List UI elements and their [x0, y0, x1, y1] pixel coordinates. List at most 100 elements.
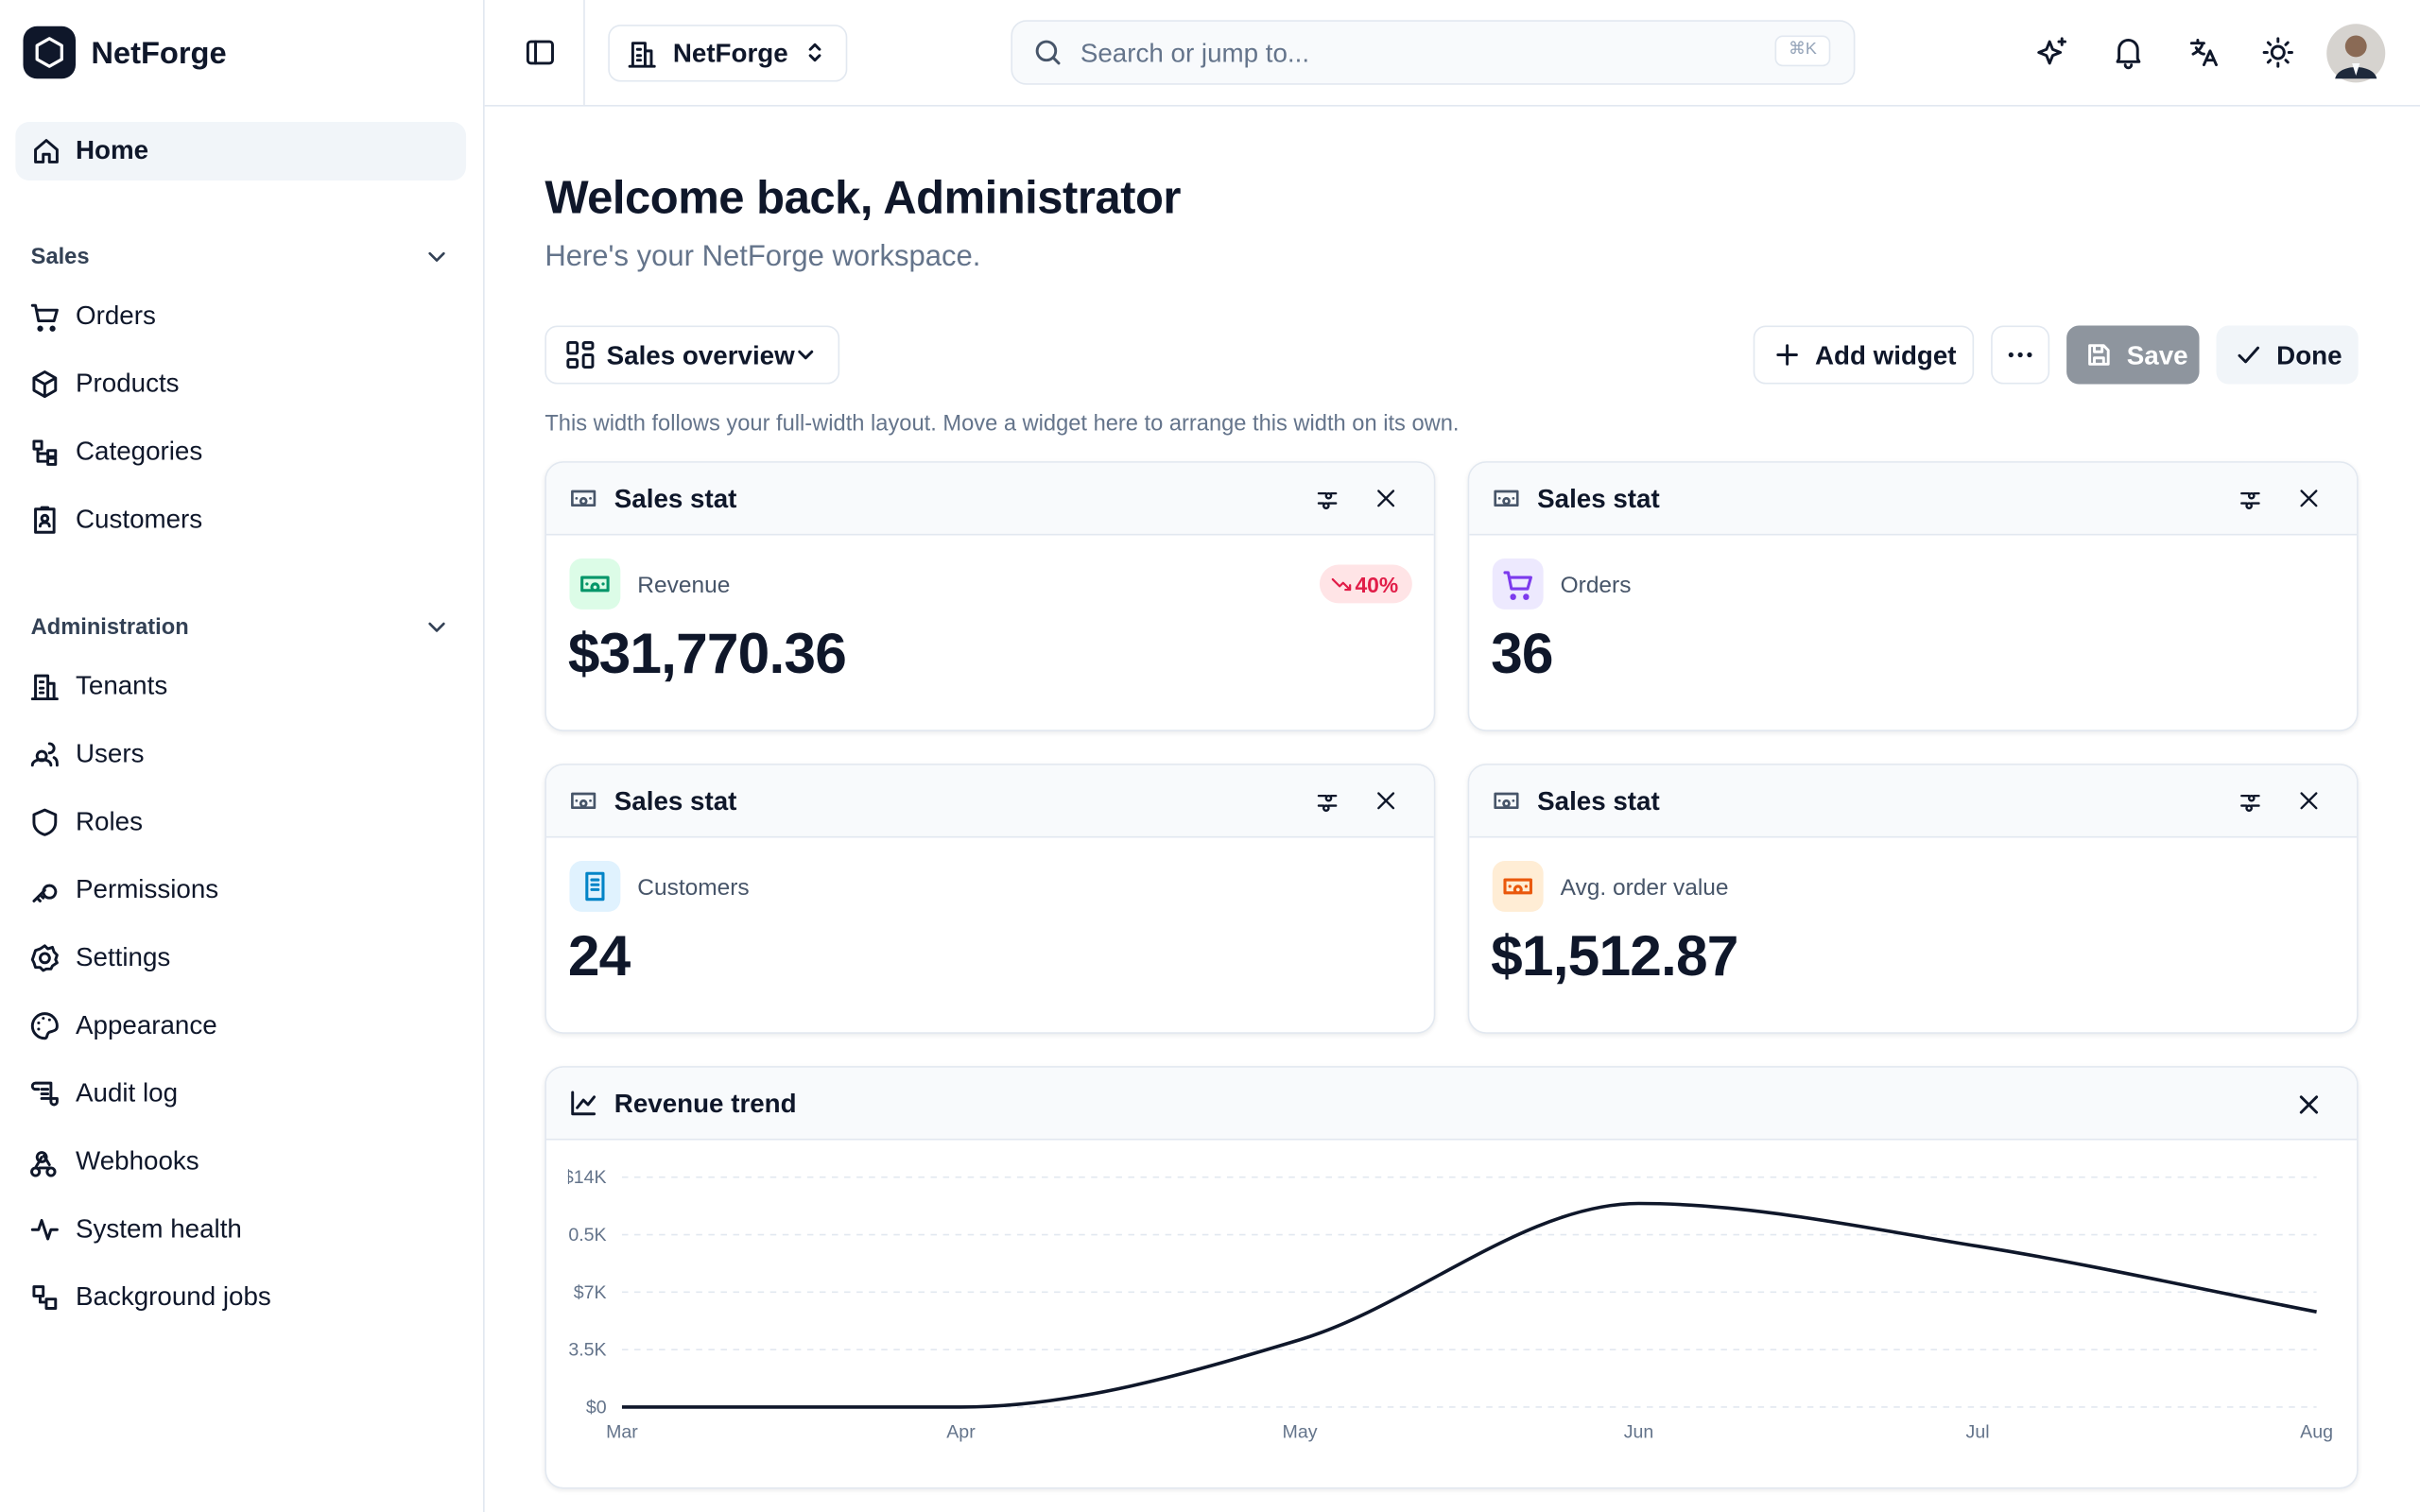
stat-icon: [1503, 571, 1532, 600]
chart-icon: [571, 1091, 596, 1116]
nav-icon: [30, 1081, 59, 1107]
stat-value: 24: [567, 923, 631, 988]
card-header: [545, 462, 1434, 536]
page-title: Welcome back, Administrator: [544, 172, 1182, 224]
widget-icon: [571, 792, 596, 810]
group-chevron[interactable]: [423, 614, 450, 642]
dashboard-name[interactable]: Sales overview: [606, 340, 795, 370]
nav-icon: [32, 884, 58, 902]
nav-icon-path: [32, 439, 58, 466]
nav-icon: [30, 742, 59, 767]
stat-label: Avg. order value: [1560, 874, 1729, 902]
configure-icon[interactable]: [1315, 788, 1340, 813]
close-icon-path: [2300, 490, 2318, 507]
avatar[interactable]: [2325, 23, 2386, 83]
language-icon[interactable]: [2187, 36, 2221, 70]
nav-item[interactable]: Categories: [75, 437, 203, 467]
card-header: [1469, 462, 2358, 536]
close-icon[interactable]: [2296, 486, 2321, 510]
nav-icon-path: [32, 1285, 58, 1310]
nav-item[interactable]: Permissions: [75, 874, 219, 904]
stat-label: Orders: [1560, 572, 1632, 599]
configure-icon[interactable]: [1315, 486, 1340, 510]
nav-item[interactable]: Tenants: [75, 671, 168, 701]
add-widget-button[interactable]: [1753, 325, 1975, 385]
done-icon: [2238, 346, 2260, 364]
nav-item[interactable]: Customers: [75, 504, 203, 534]
y-tick-label: $14K: [563, 1167, 607, 1188]
configure-icon-path: [1317, 491, 1338, 509]
x-tick-label: Mar: [606, 1422, 638, 1443]
nav-icon-path: [30, 1151, 57, 1177]
configure-icon[interactable]: [2238, 486, 2262, 510]
stat-card: [1467, 764, 2359, 1034]
sidebar-toggle[interactable]: [525, 37, 556, 68]
nav-item[interactable]: Webhooks: [75, 1146, 199, 1177]
nav-home[interactable]: [15, 121, 467, 181]
widget-title: Sales stat: [1537, 786, 1660, 816]
widget-title: Sales stat: [614, 484, 737, 514]
nav-item[interactable]: Products: [75, 369, 180, 399]
page-subtitle: Here's your NetForge workspace.: [544, 240, 981, 273]
layout-hint: This width follows your full-width layou…: [544, 411, 1460, 438]
revenue-line: [621, 1201, 2317, 1409]
done-label[interactable]: Done: [2276, 340, 2342, 370]
dashboard-select[interactable]: [544, 325, 840, 385]
add-widget-label[interactable]: Add widget: [1814, 340, 1957, 370]
dashboard-icon: [566, 340, 595, 369]
nav-item[interactable]: Audit log: [75, 1078, 179, 1108]
group-chevron[interactable]: [423, 244, 450, 271]
nav-icon-path: [34, 506, 56, 534]
nav-home-label[interactable]: Home: [75, 135, 149, 165]
widget-icon: [571, 490, 596, 507]
nav-item[interactable]: Roles: [75, 806, 143, 836]
x-tick-label: May: [1283, 1422, 1318, 1443]
card-header: [545, 765, 1434, 838]
close-icon[interactable]: [1374, 788, 1398, 813]
shortcut-key: [1774, 35, 1831, 67]
theme-icon[interactable]: [2261, 36, 2295, 70]
y-tick-label: 3.5K: [568, 1340, 606, 1361]
save-label[interactable]: Save: [2126, 340, 2188, 370]
stat-value: $1,512.87: [1491, 923, 1738, 988]
tenant-name[interactable]: NetForge: [672, 38, 788, 68]
close-icon[interactable]: [1374, 486, 1398, 510]
search-box[interactable]: [1011, 20, 1856, 85]
chart-title: Revenue trend: [614, 1089, 797, 1119]
configure-icon-path: [2240, 794, 2260, 812]
nav-item[interactable]: Users: [75, 739, 145, 769]
close-icon[interactable]: [2296, 1092, 2321, 1117]
stat-icon-path: [580, 576, 610, 593]
brand-name: NetForge: [91, 37, 227, 72]
nav-item[interactable]: Background jobs: [75, 1281, 271, 1312]
nav-group-title[interactable]: Administration: [30, 615, 189, 641]
nav-icon: [30, 944, 59, 972]
stat-label: Revenue: [637, 572, 731, 599]
widget-icon: [1494, 490, 1519, 507]
nav-group-title[interactable]: Sales: [30, 245, 90, 270]
search-placeholder[interactable]: Search or jump to...: [1080, 38, 1310, 68]
nav-icon: [30, 674, 59, 701]
home-icon: [34, 139, 59, 163]
nav-item[interactable]: System health: [75, 1213, 242, 1244]
brand-logo: [23, 26, 76, 79]
configure-icon[interactable]: [2238, 788, 2262, 813]
sidebar: [0, 0, 485, 1512]
nav-item[interactable]: Orders: [75, 301, 156, 331]
stat-card: [544, 764, 1436, 1034]
nav-item[interactable]: Settings: [75, 942, 171, 972]
configure-icon-path: [2240, 491, 2260, 509]
nav-icon-path: [30, 1218, 59, 1241]
y-tick-label: 0.5K: [568, 1225, 606, 1246]
nav-icon-path: [30, 742, 59, 767]
tenant-switcher[interactable]: [608, 25, 848, 82]
close-icon-path: [2300, 792, 2318, 810]
configure-icon-path: [1317, 794, 1338, 812]
ai-icon[interactable]: [2035, 36, 2069, 70]
logo-icon: [35, 37, 63, 68]
nav-item[interactable]: Appearance: [75, 1010, 217, 1040]
stat-card: [544, 461, 1436, 731]
stat-icon-path: [1503, 878, 1532, 895]
notifications-icon[interactable]: [2111, 36, 2145, 70]
close-icon[interactable]: [2296, 788, 2321, 813]
